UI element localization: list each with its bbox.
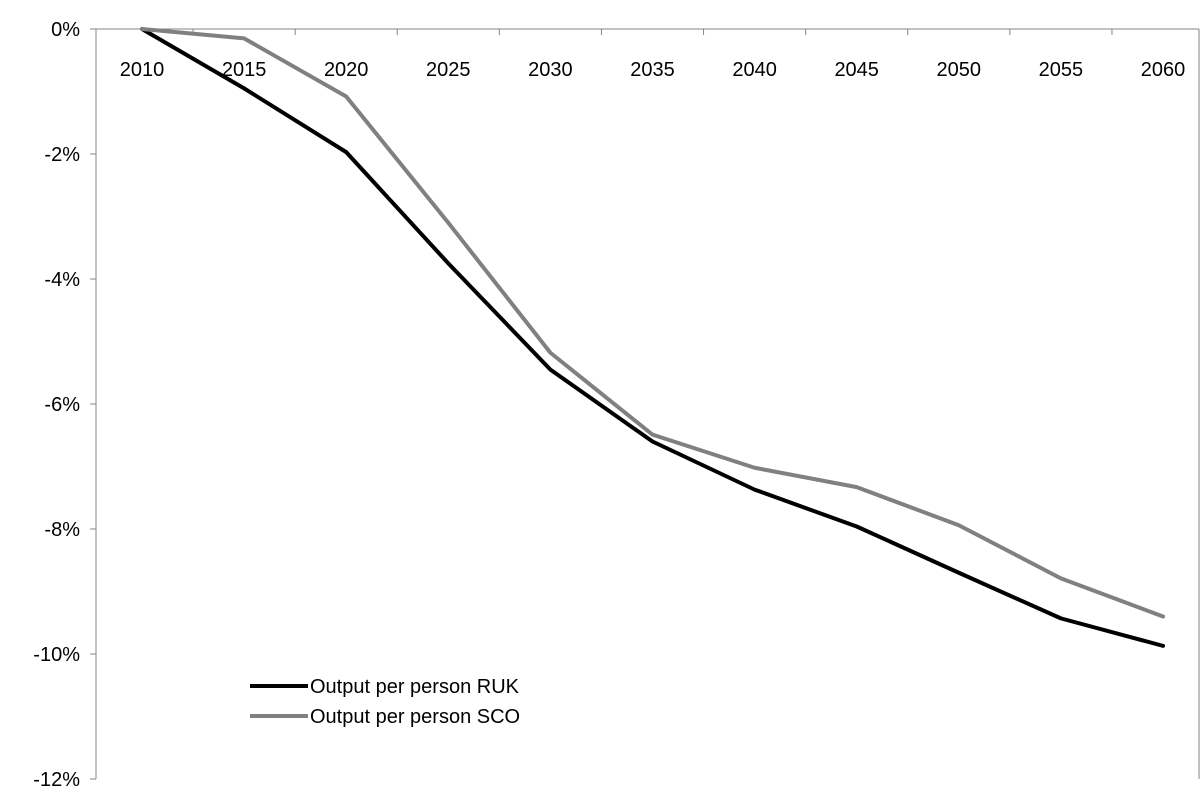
y-tick-label: -6%	[44, 394, 80, 416]
y-tick-label: -2%	[44, 144, 80, 166]
x-tick-label: 2050	[937, 59, 982, 81]
series-line-sco	[140, 27, 1165, 619]
x-tick-label: 2020	[324, 59, 369, 81]
x-tick-label: 2045	[834, 59, 879, 81]
x-tick-label: 2010	[120, 59, 165, 81]
y-tick-label: -12%	[33, 769, 80, 789]
x-tick-label: 2040	[732, 59, 777, 81]
legend-label: Output per person SCO	[310, 706, 520, 728]
x-tick-label: 2015	[222, 59, 267, 81]
y-tick-label: -4%	[44, 269, 80, 291]
x-tick-label: 2035	[630, 59, 675, 81]
x-tick-label: 2025	[426, 59, 471, 81]
legend: Output per person RUK Output per person S…	[250, 676, 520, 728]
legend-label: Output per person RUK	[310, 676, 520, 698]
axes-layer: 0% -2% -4% -6% -8% -10% -12% 2010 2015 2020 2025 20…	[33, 19, 1200, 791]
y-tick-label: -8%	[44, 519, 80, 541]
series-line-ruk	[140, 27, 1165, 648]
x-tick-label: 2060	[1141, 59, 1186, 81]
y-tick-label: -10%	[33, 644, 80, 666]
x-tick-label: 2030	[528, 59, 573, 81]
y-tick-label: 0%	[51, 19, 80, 41]
series-layer	[140, 27, 1165, 648]
x-tick-label: 2055	[1039, 59, 1084, 81]
